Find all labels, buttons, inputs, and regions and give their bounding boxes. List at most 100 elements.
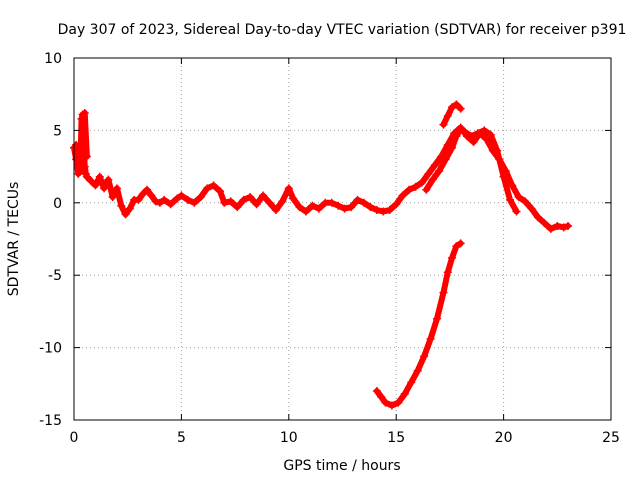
data-point-marker — [426, 334, 435, 343]
data-point-marker — [143, 185, 152, 194]
data-point-marker — [486, 130, 495, 139]
data-point-marker — [301, 207, 310, 216]
data-point-marker — [80, 109, 89, 118]
data-point-marker — [467, 132, 476, 141]
data-point-marker — [353, 195, 362, 204]
data-point-marker — [439, 120, 448, 129]
data-point-marker — [334, 201, 343, 210]
data-point-marker — [177, 191, 186, 200]
data-point-marker — [151, 197, 160, 206]
data-point-marker — [233, 203, 242, 212]
data-point-marker — [540, 219, 549, 228]
data-point-marker — [564, 221, 573, 230]
data-point-marker — [473, 129, 482, 138]
series-upper-arc — [423, 125, 520, 215]
data-point-marker — [226, 197, 235, 206]
data-point-marker — [508, 181, 517, 190]
data-point-marker — [411, 182, 420, 191]
data-point-marker — [433, 314, 442, 323]
x-tick-label: 0 — [70, 430, 79, 446]
data-point-marker — [452, 100, 461, 109]
data-point-marker — [147, 191, 156, 200]
data-point-marker — [398, 191, 407, 200]
ticks-layer: 0 5 10 15 20 25 -15 -10 -5 0 5 10 — [39, 51, 620, 446]
data-point-marker — [493, 146, 502, 155]
data-point-marker — [514, 193, 523, 202]
data-point-marker — [469, 137, 478, 146]
data-point-marker — [347, 203, 356, 212]
data-point-marker — [82, 152, 91, 161]
data-point-marker — [284, 184, 293, 193]
data-point-marker — [91, 181, 100, 190]
data-point-marker — [420, 352, 429, 361]
data-point-marker — [527, 204, 536, 213]
y-tick-label: -10 — [39, 341, 62, 357]
data-point-marker — [512, 207, 521, 216]
data-point-marker — [400, 389, 409, 398]
data-point-marker — [308, 201, 317, 210]
data-point-marker — [246, 193, 255, 202]
data-point-marker — [448, 253, 457, 262]
data-point-marker — [452, 242, 461, 251]
data-point-marker — [112, 184, 121, 193]
data-point-marker — [259, 191, 268, 200]
y-tick-label: -5 — [48, 268, 62, 284]
y-tick-label: -15 — [39, 413, 62, 429]
x-tick-label: 15 — [387, 430, 405, 446]
data-point-marker — [417, 178, 426, 187]
data-point-marker — [394, 398, 403, 407]
data-point-marker — [278, 197, 287, 206]
data-point-marker — [95, 172, 104, 181]
y-tick-label: 10 — [44, 51, 62, 67]
data-point-marker — [104, 175, 113, 184]
x-tick-label: 20 — [495, 430, 513, 446]
data-point-marker — [87, 177, 96, 186]
data-point-marker — [134, 195, 143, 204]
data-point-marker — [506, 195, 515, 204]
data-point-marker — [220, 198, 229, 207]
data-point-marker — [359, 198, 368, 207]
plot-frame — [73, 57, 612, 421]
data-point-marker — [385, 206, 394, 215]
data-point-marker — [424, 169, 433, 178]
data-point-marker — [405, 185, 414, 194]
data-point-marker — [546, 224, 555, 233]
data-point-marker — [173, 194, 182, 203]
data-point-marker — [559, 223, 568, 232]
data-point-marker — [108, 193, 117, 202]
y-tick-label: 5 — [53, 123, 62, 139]
data-point-marker — [265, 198, 274, 207]
data-point-marker — [271, 206, 280, 215]
y-axis-label: SDTVAR / TECUs — [6, 182, 22, 297]
data-point-marker — [456, 124, 465, 133]
data-point-marker — [372, 206, 381, 215]
data-point-marker — [499, 172, 508, 181]
data-point-marker — [553, 221, 562, 230]
data-point-marker — [482, 135, 491, 144]
data-point-marker — [138, 190, 147, 199]
data-point-marker — [121, 210, 130, 219]
data-point-marker — [430, 161, 439, 170]
data-point-marker — [209, 181, 218, 190]
data-point-marker — [203, 184, 212, 193]
data-point-marker — [448, 143, 457, 152]
series-lower-track — [373, 240, 464, 409]
data-point-marker — [239, 195, 248, 204]
data-point-marker — [381, 398, 390, 407]
data-point-marker — [422, 185, 431, 194]
data-point-marker — [533, 213, 542, 222]
data-point-marker — [190, 198, 199, 207]
grid-layer — [74, 58, 611, 420]
data-point-marker — [428, 175, 437, 184]
data-point-marker — [72, 155, 81, 164]
data-point-marker — [252, 200, 261, 209]
series-main-track — [73, 111, 572, 232]
data-point-marker — [456, 239, 465, 248]
data-point-marker — [327, 198, 336, 207]
data-point-marker — [521, 197, 530, 206]
data-point-marker — [216, 187, 225, 196]
data-point-marker — [456, 104, 465, 113]
data-point-marker — [435, 166, 444, 175]
chart-title: Day 307 of 2023, Sidereal Day-to-day VTE… — [58, 22, 627, 38]
